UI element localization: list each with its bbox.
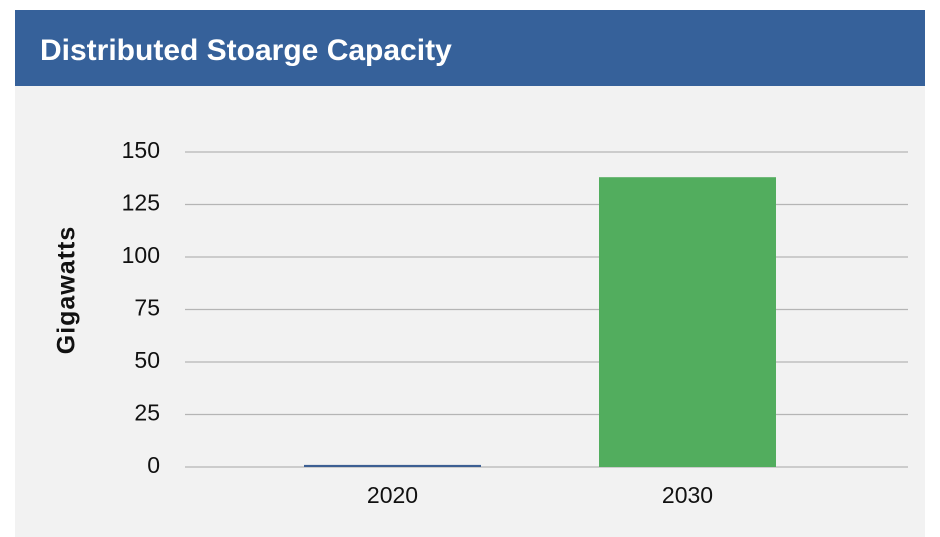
x-tick-label: 2020 (367, 482, 418, 508)
header-band (15, 10, 925, 86)
bar (599, 177, 776, 467)
y-tick-label: 25 (134, 400, 160, 426)
y-tick-label: 100 (122, 242, 160, 268)
y-tick-label: 75 (134, 295, 160, 321)
y-tick-label: 0 (147, 452, 160, 478)
y-tick-label: 150 (122, 137, 160, 163)
bar (304, 464, 481, 467)
x-tick-label: 2030 (662, 482, 713, 508)
y-tick-label: 125 (122, 190, 160, 216)
chart-title: Distributed Stoarge Capacity (40, 34, 452, 67)
y-tick-label: 50 (134, 347, 160, 373)
y-axis-label: Gigawatts (53, 226, 81, 354)
